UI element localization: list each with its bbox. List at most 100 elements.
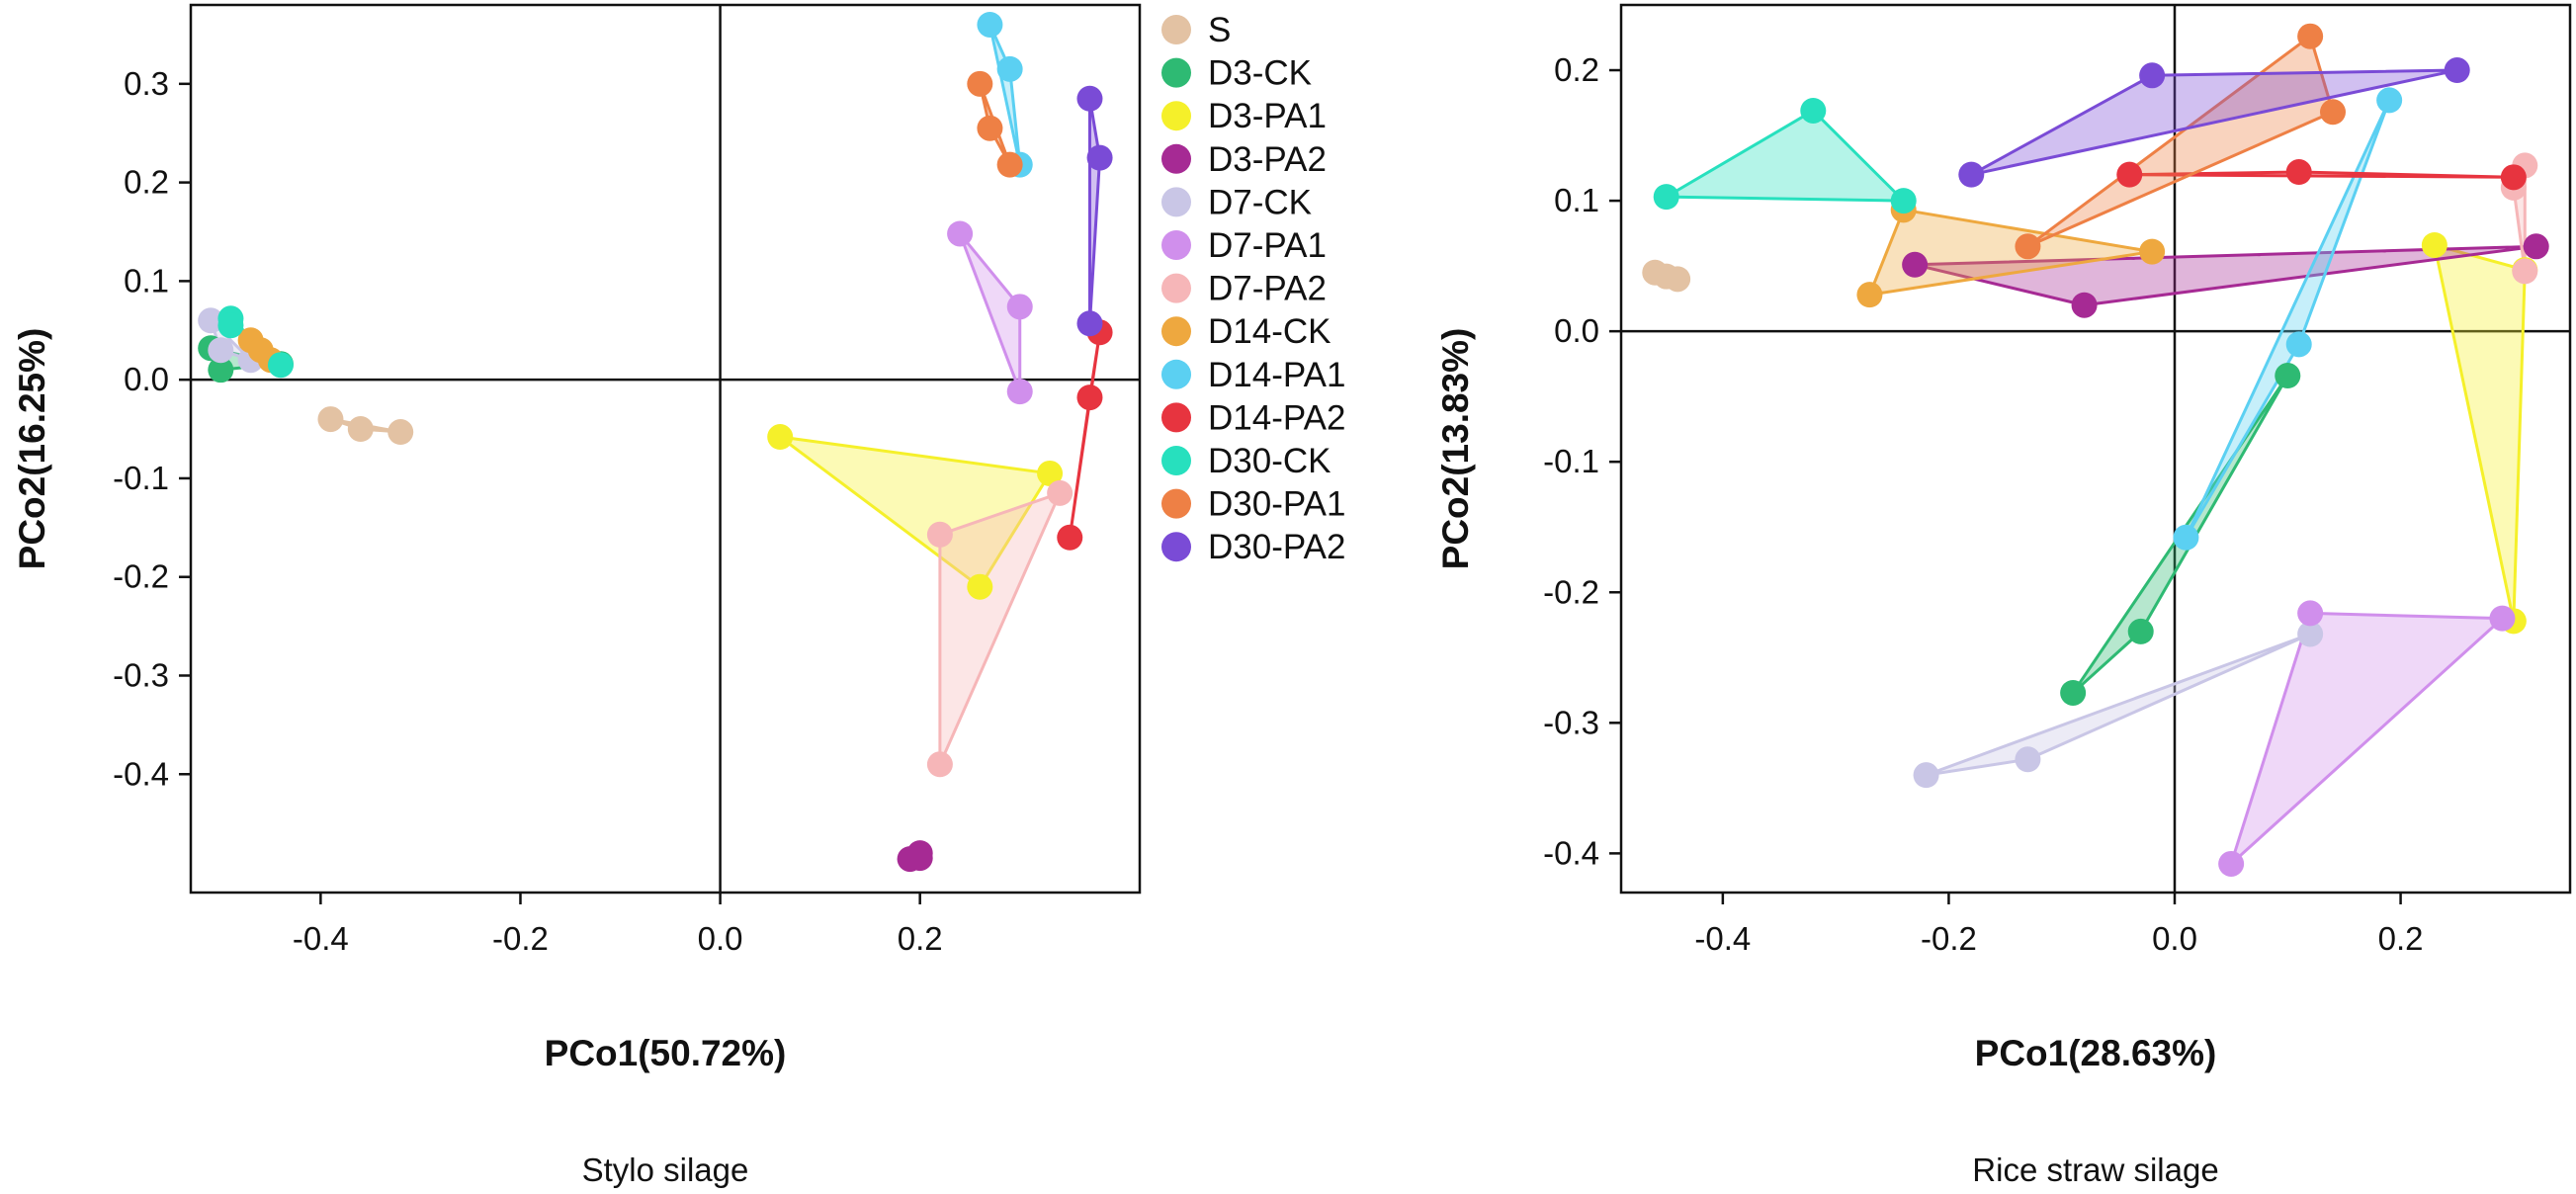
legend-item-D14-CK: D14-CK [1161, 312, 1331, 351]
legend-label: D7-PA2 [1208, 270, 1327, 308]
rice-straw-silage-panel: -0.4 -0.2 0.0 0.2 0.2 0.1 0.0 -0.1 -0.2 -0.3 -0.4… [1435, 3, 2572, 1188]
point-D7-PA1 [1006, 379, 1033, 405]
point-D7-PA2 [2512, 258, 2538, 285]
x-tick-label: -0.4 [293, 920, 349, 957]
point-D3-PA1 [2421, 231, 2447, 258]
point-D14-PA1 [2173, 524, 2199, 551]
hull-D7-PA2 [938, 491, 1062, 766]
point-D14-PA1 [977, 11, 1003, 38]
legend-item-D3-PA1: D3-PA1 [1161, 97, 1327, 135]
point-D30-PA1 [2297, 23, 2324, 49]
zero-lines [191, 5, 1140, 893]
hull-D30-PA1 [2025, 35, 2335, 248]
legend-marker [1161, 402, 1191, 433]
point-D14-CK [2139, 238, 2166, 265]
hull-D30-CK [1665, 109, 1906, 203]
y-tick-label: -0.4 [113, 755, 169, 792]
y-tick-label: -0.1 [113, 460, 169, 496]
legend-item-D7-CK: D7-CK [1161, 183, 1312, 221]
point-D3-CK [2060, 679, 2087, 706]
legend-label: S [1208, 11, 1231, 49]
point-D14-PA1 [2285, 331, 2312, 358]
group-hulls [1653, 35, 2538, 866]
chart-caption: Stylo silage [582, 1151, 749, 1188]
hull-D14-CK [1867, 208, 2154, 297]
x-tick-label: 0.0 [2152, 920, 2197, 957]
y-tick-label: 0.2 [1554, 51, 1599, 88]
hull-D3-PA2 [1913, 244, 2538, 307]
chart-caption: Rice straw silage [1972, 1151, 2218, 1188]
point-D3-CK [208, 357, 234, 384]
point-D7-PA1 [2218, 850, 2245, 877]
point-S [317, 406, 344, 433]
x-tick-label: -0.2 [492, 920, 549, 957]
point-D3-PA2 [2523, 233, 2549, 260]
legend-marker [1161, 15, 1191, 44]
hull-D14-PA2 [1068, 330, 1102, 540]
point-D3-PA1 [767, 424, 794, 451]
point-D7-PA1 [2297, 600, 2324, 627]
y-tick-label: -0.3 [1543, 704, 1599, 740]
x-axis-title: PCo1(28.63%) [1975, 1033, 2217, 1073]
point-D14-PA2 [2500, 164, 2527, 191]
data-points [198, 11, 1113, 873]
legend-label: D7-CK [1208, 183, 1312, 221]
x-tick-label: -0.4 [1694, 920, 1751, 957]
hull-D3-PA1 [778, 435, 1052, 589]
point-D30-PA2 [2444, 57, 2470, 84]
y-tick-label: 0.0 [124, 361, 169, 397]
legend-marker [1161, 273, 1191, 303]
y-axis-ticks: 0.2 0.1 0.0 -0.1 -0.2 -0.3 -0.4 [1543, 51, 1621, 871]
point-D7-PA2 [926, 751, 953, 778]
legend-label: D3-CK [1208, 54, 1312, 93]
hull-D30-PA2 [1969, 68, 2459, 177]
point-D3-PA2 [2071, 292, 2098, 318]
plot-frame [1619, 3, 2572, 895]
point-S [387, 419, 414, 446]
y-tick-label: 0.2 [124, 164, 169, 201]
legend-item-D7-PA1: D7-PA1 [1161, 226, 1327, 265]
legend-label: D14-PA2 [1208, 398, 1345, 437]
legend-item-D14-PA2: D14-PA2 [1161, 398, 1345, 437]
plot-frame [189, 3, 1142, 895]
point-D30-PA2 [2139, 62, 2166, 89]
point-D30-PA2 [1076, 85, 1103, 112]
point-D7-PA2 [1047, 479, 1073, 506]
hull-D7-PA1 [958, 231, 1022, 393]
x-tick-label: 0.0 [698, 920, 743, 957]
x-tick-label: -0.2 [1921, 920, 1977, 957]
y-tick-label: -0.4 [1543, 834, 1599, 871]
legend-item-D3-CK: D3-CK [1161, 54, 1312, 93]
point-D7-CK [2015, 746, 2041, 773]
point-D30-PA1 [977, 115, 1003, 141]
y-tick-label: 0.3 [124, 65, 169, 102]
y-tick-label: 0.1 [1554, 182, 1599, 218]
legend-label: D30-PA2 [1208, 528, 1345, 566]
legend-marker [1161, 230, 1191, 260]
hull-D14-PA2 [2127, 170, 2516, 179]
legend-item-D7-PA2: D7-PA2 [1161, 270, 1327, 308]
point-D3-CK [2275, 363, 2301, 389]
y-tick-label: 0.1 [124, 262, 169, 298]
x-tick-label: 0.2 [898, 920, 943, 957]
point-D14-PA1 [2376, 87, 2403, 114]
legend-marker [1161, 488, 1191, 519]
legend-label: D30-CK [1208, 442, 1331, 480]
hull-D7-CK [1925, 633, 2312, 777]
point-D14-PA1 [996, 55, 1023, 82]
point-D7-CK [198, 307, 224, 334]
hull-D14-PA1 [987, 23, 1022, 167]
point-D30-PA1 [996, 151, 1023, 178]
legend-label: D14-PA1 [1208, 356, 1345, 394]
point-D3-PA1 [967, 573, 993, 600]
point-D7-PA2 [926, 521, 953, 548]
point-D30-PA1 [967, 70, 993, 97]
legend-label: D30-PA1 [1208, 485, 1345, 524]
legend-item-S: S [1161, 11, 1231, 49]
point-D3-CK [2127, 618, 2154, 644]
y-axis-title: PCo2(13.83%) [1435, 328, 1476, 570]
point-D30-PA1 [2015, 233, 2041, 260]
x-axis-ticks: -0.4 -0.2 0.0 0.2 [293, 893, 943, 957]
point-D14-PA2 [2116, 161, 2143, 188]
